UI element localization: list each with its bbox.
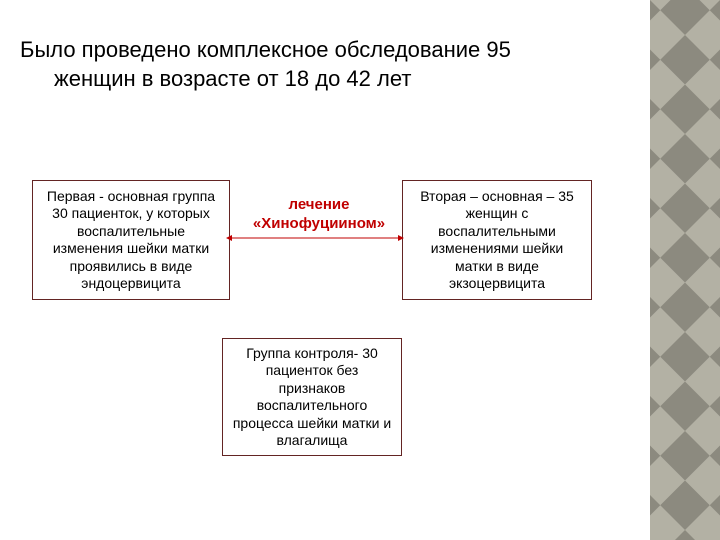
double-arrow-connector	[0, 0, 720, 540]
